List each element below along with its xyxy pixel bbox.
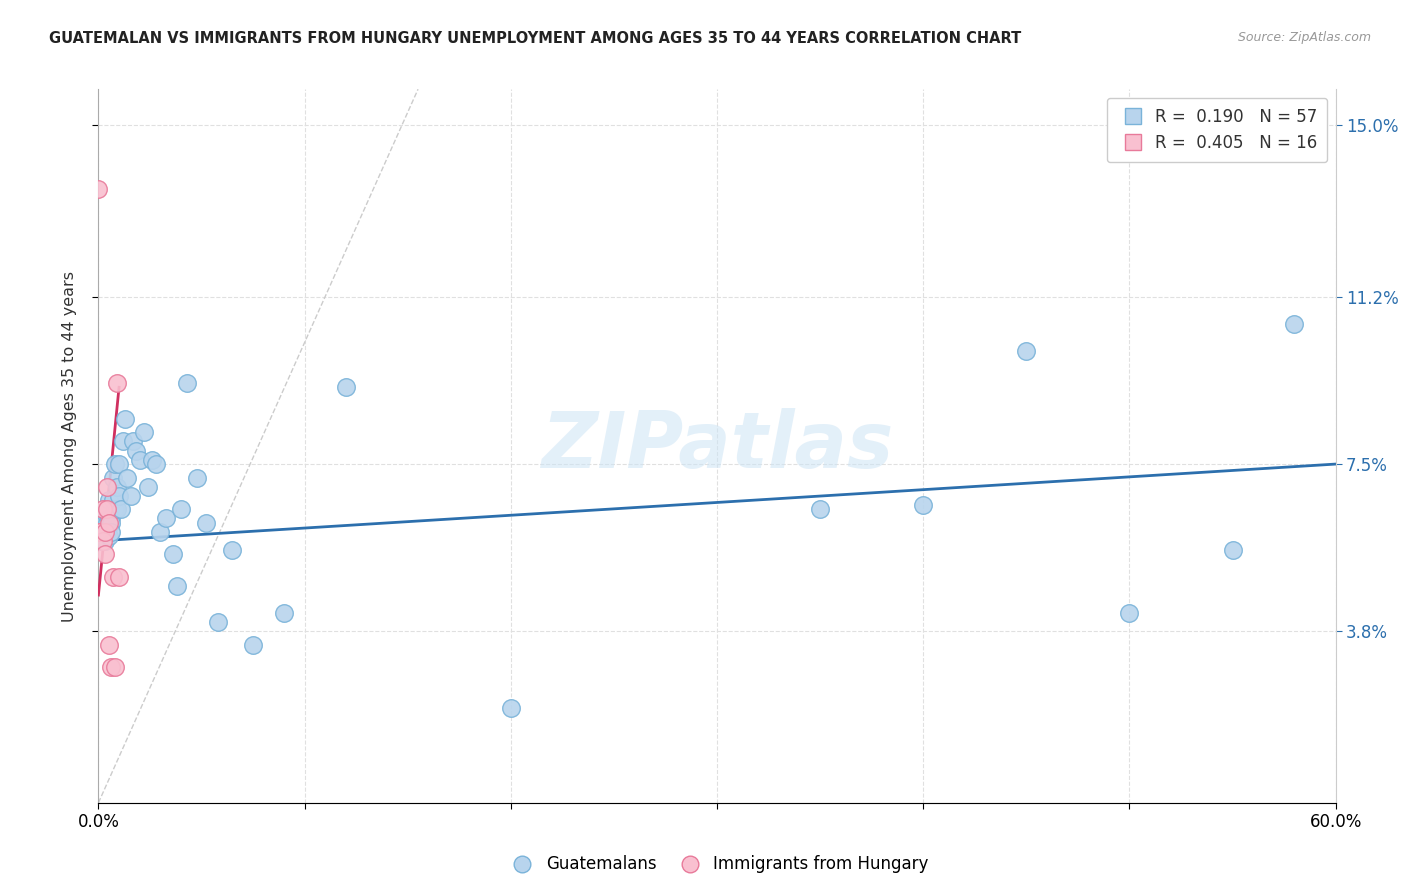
Point	[91, 502, 114, 516]
Point	[114, 412, 136, 426]
Point	[124, 443, 146, 458]
Point	[93, 533, 115, 548]
Point	[112, 434, 135, 449]
Point	[97, 493, 120, 508]
Point	[1222, 542, 1244, 557]
Point	[108, 570, 131, 584]
Point	[87, 524, 110, 539]
Point	[170, 502, 193, 516]
Point	[101, 570, 124, 584]
Text: Source: ZipAtlas.com: Source: ZipAtlas.com	[1237, 31, 1371, 45]
Point	[162, 548, 184, 562]
Point	[166, 579, 188, 593]
Point	[89, 516, 111, 530]
Point	[104, 660, 127, 674]
Point	[93, 548, 115, 562]
Point	[96, 502, 118, 516]
Point	[335, 380, 357, 394]
Point	[132, 425, 155, 440]
Point	[91, 511, 114, 525]
Point	[141, 452, 163, 467]
Point	[101, 493, 124, 508]
Point	[97, 511, 120, 525]
Point	[273, 606, 295, 620]
Point	[186, 470, 208, 484]
Point	[97, 516, 120, 530]
Point	[96, 480, 118, 494]
Point	[100, 524, 122, 539]
Point	[110, 502, 132, 516]
Point	[91, 533, 114, 548]
Point	[96, 516, 118, 530]
Point	[105, 376, 128, 390]
Text: ZIPatlas: ZIPatlas	[541, 408, 893, 484]
Point	[149, 524, 172, 539]
Point	[104, 502, 127, 516]
Point	[100, 516, 122, 530]
Point	[100, 660, 122, 674]
Point	[100, 511, 122, 525]
Legend: Guatemalans, Immigrants from Hungary: Guatemalans, Immigrants from Hungary	[499, 849, 935, 880]
Point	[242, 638, 264, 652]
Point	[194, 516, 217, 530]
Point	[120, 489, 142, 503]
Point	[1118, 606, 1140, 620]
Point	[108, 489, 131, 503]
Y-axis label: Unemployment Among Ages 35 to 44 years: Unemployment Among Ages 35 to 44 years	[62, 270, 77, 622]
Point	[89, 533, 111, 548]
Point	[104, 457, 127, 471]
Point	[101, 470, 124, 484]
Point	[93, 524, 115, 539]
Point	[96, 502, 118, 516]
Point	[176, 376, 198, 390]
Point	[136, 480, 159, 494]
Point	[155, 511, 177, 525]
Point	[105, 502, 128, 516]
Point	[122, 434, 145, 449]
Point	[91, 533, 114, 548]
Point	[97, 638, 120, 652]
Point	[912, 498, 935, 512]
Point	[105, 480, 128, 494]
Point	[97, 529, 120, 543]
Point	[93, 516, 115, 530]
Point	[145, 457, 167, 471]
Point	[89, 524, 111, 539]
Point	[128, 452, 150, 467]
Point	[108, 457, 131, 471]
Point	[499, 701, 522, 715]
Point	[87, 181, 110, 195]
Point	[207, 615, 229, 629]
Point	[89, 524, 111, 539]
Point	[96, 524, 118, 539]
Point	[117, 470, 139, 484]
Point	[93, 524, 115, 539]
Point	[221, 542, 243, 557]
Point	[808, 502, 831, 516]
Point	[1284, 317, 1306, 331]
Text: GUATEMALAN VS IMMIGRANTS FROM HUNGARY UNEMPLOYMENT AMONG AGES 35 TO 44 YEARS COR: GUATEMALAN VS IMMIGRANTS FROM HUNGARY UN…	[49, 31, 1022, 46]
Point	[1015, 344, 1038, 359]
